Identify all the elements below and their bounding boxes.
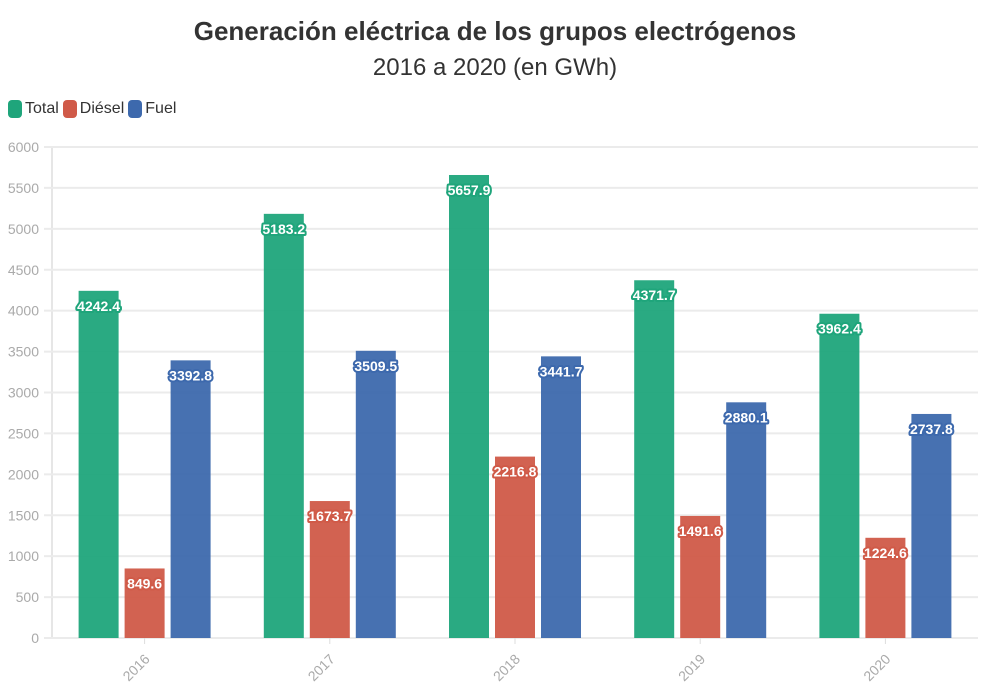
bar-diésel <box>495 456 535 638</box>
legend-label: Diésel <box>79 100 125 117</box>
chart-title: Generación eléctrica de los grupos elect… <box>193 16 797 46</box>
data-label: 4371.7 <box>633 287 676 303</box>
bar-total <box>78 290 119 638</box>
bar-diésel <box>124 568 165 638</box>
y-tick-label: 500 <box>16 589 40 605</box>
y-tick-label: 0 <box>31 630 39 646</box>
legend: Total Diésel Fuel <box>8 100 176 118</box>
legend-item-diesel[interactable]: Diésel <box>62 100 125 118</box>
y-tick-label: 4500 <box>8 262 39 278</box>
y-tick-label: 6000 <box>8 139 39 155</box>
legend-swatch <box>62 100 77 118</box>
legend-swatch <box>128 100 143 118</box>
y-tick-label: 4000 <box>8 303 39 319</box>
x-tick-label: 2017 <box>305 651 338 684</box>
bar-fuel <box>170 360 211 638</box>
y-tick-label: 3500 <box>8 344 39 360</box>
legend-swatch <box>8 100 22 118</box>
chart-subtitle: 2016 a 2020 (en GWh) <box>372 54 618 81</box>
y-tick-label: 2500 <box>8 425 39 441</box>
bar-fuel <box>726 402 767 638</box>
bar-total <box>819 313 860 638</box>
data-label: 1224.6 <box>864 545 907 561</box>
bar-diésel <box>865 537 906 638</box>
y-tick-label: 5000 <box>8 221 39 237</box>
y-tick-label: 5500 <box>8 180 39 196</box>
y-tick-label: 3000 <box>8 385 39 401</box>
bar-fuel <box>541 356 581 638</box>
data-label: 1491.6 <box>679 523 722 539</box>
bar-total <box>263 213 304 638</box>
data-label: 849.6 <box>127 575 162 591</box>
y-tick-label: 1000 <box>8 548 39 564</box>
data-label: 2737.8 <box>910 421 953 437</box>
bar-diésel <box>309 501 350 638</box>
data-label: 2216.8 <box>494 464 537 480</box>
data-label: 3441.7 <box>540 363 583 379</box>
data-label: 2880.1 <box>725 409 768 425</box>
data-label: 3509.5 <box>354 358 397 374</box>
x-tick-label: 2016 <box>119 651 152 684</box>
data-label: 3392.8 <box>169 367 212 383</box>
data-label: 5183.2 <box>262 221 305 237</box>
x-tick-label: 2020 <box>860 651 893 684</box>
legend-label: Total <box>25 100 59 117</box>
legend-item-total[interactable]: Total <box>8 100 59 118</box>
data-label: 1673.7 <box>308 508 351 524</box>
data-label: 4242.4 <box>77 298 120 314</box>
data-label: 3962.4 <box>818 321 861 337</box>
y-tick-label: 2000 <box>8 466 39 482</box>
x-tick-label: 2019 <box>675 651 708 684</box>
legend-label: Fuel <box>145 100 177 117</box>
bar-fuel <box>911 413 952 638</box>
bar-diésel <box>680 515 721 638</box>
legend-item-fuel[interactable]: Fuel <box>128 100 176 118</box>
x-tick-label: 2018 <box>490 651 523 684</box>
data-label: 5657.9 <box>448 182 491 198</box>
bar-fuel <box>355 350 396 638</box>
y-tick-label: 1500 <box>8 507 39 523</box>
bar-total <box>634 280 675 638</box>
bar-total <box>449 174 489 638</box>
